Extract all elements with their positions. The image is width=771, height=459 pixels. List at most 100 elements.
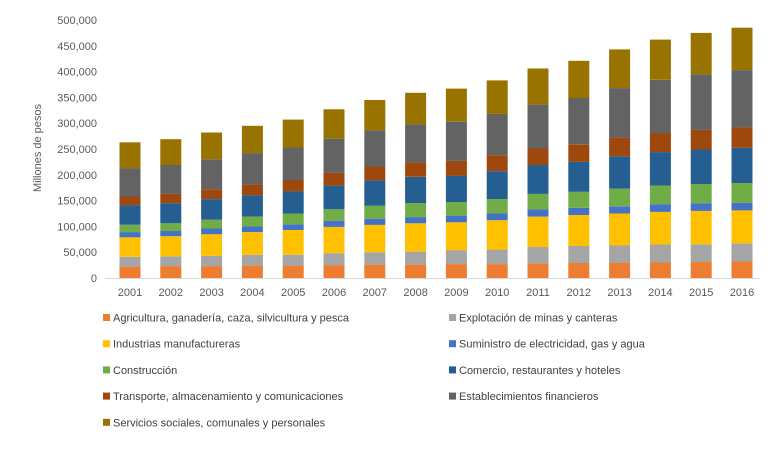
bar-segment-2007-s7 [364,166,386,181]
bar-stack-2004 [241,125,263,278]
bar-segment-2006-s5 [323,209,345,221]
x-tick-label: 2016 [730,287,754,299]
bar-segment-2006-s8 [323,138,345,173]
bar-segment-2011-s8 [527,104,549,149]
x-tick-label: 2011 [526,287,550,299]
legend-item: Construcción [103,365,177,377]
bar-segment-2013-s3 [609,213,631,246]
bar-segment-2005-s2 [282,254,304,266]
legend-label: Suministro de electricidad, gas y agua [459,339,646,351]
bar-segment-2009-s7 [445,160,467,176]
legend-swatch [103,366,110,374]
bar-segment-2006-s7 [323,172,345,186]
bar-segment-2006-s4 [323,220,345,227]
bar-segment-2008-s2 [405,251,427,265]
bar-segment-2009-s1 [445,264,467,278]
bar-segment-2001-s7 [119,196,141,206]
bar-segment-2002-s6 [160,203,182,224]
bar-segment-2007-s3 [364,224,386,253]
bar-segment-2010-s8 [486,113,508,156]
bar-segment-2009-s3 [445,222,467,251]
bar-segment-2016-s8 [731,70,753,128]
bar-segment-2007-s6 [364,180,386,206]
bars [119,27,753,278]
bar-segment-2001-s3 [119,237,141,257]
bar-segment-2005-s4 [282,224,304,230]
bar-segment-2010-s2 [486,249,508,264]
bar-segment-2004-s1 [241,265,263,278]
bar-segment-2014-s5 [649,185,671,205]
bar-segment-2011-s4 [527,209,549,217]
legend-item: Agricultura, ganadería, caza, silvicultu… [103,313,350,325]
bar-segment-2003-s6 [201,199,223,220]
bar-segment-2013-s8 [609,88,631,138]
bar-segment-2016-s9 [731,27,753,70]
bar-segment-2011-s6 [527,165,549,194]
bar-segment-2013-s5 [609,188,631,207]
bar-segment-2004-s5 [241,216,263,227]
x-tick-label: 2007 [363,287,387,299]
bar-segment-2010-s9 [486,80,508,114]
legend-item: Comercio, restaurantes y hoteles [449,365,621,377]
bar-segment-2003-s1 [201,266,223,278]
bar-segment-2013-s7 [609,137,631,157]
bar-segment-2011-s7 [527,148,549,165]
bar-stack-2014 [649,39,671,278]
legend-item: Explotación de minas y canteras [449,313,618,325]
bar-segment-2008-s9 [405,92,427,125]
bar-segment-2013-s4 [609,206,631,214]
x-tick-label: 2015 [689,287,713,299]
bar-segment-2006-s9 [323,109,345,139]
legend-label: Servicios sociales, comunales y personal… [113,417,326,429]
bar-segment-2011-s2 [527,247,549,264]
bar-stack-2009 [445,88,467,278]
bar-segment-2002-s2 [160,256,182,267]
bar-segment-2004-s8 [241,153,263,185]
bar-segment-2012-s5 [568,191,590,208]
bar-segment-2007-s5 [364,205,386,219]
bar-segment-2005-s7 [282,180,304,192]
bar-segment-2016-s2 [731,243,753,262]
y-tick-label: 350,000 [57,92,97,104]
legend-label: Transporte, almacenamiento y comunicacio… [113,391,344,403]
x-tick-label: 2003 [199,287,223,299]
bar-segment-2016-s6 [731,148,753,184]
bar-segment-2001-s9 [119,142,141,169]
bar-segment-2011-s9 [527,68,549,105]
bar-stack-2010 [486,80,508,278]
bar-segment-2001-s2 [119,256,141,267]
bar-segment-2015-s3 [690,210,712,245]
bar-segment-2009-s9 [445,88,467,122]
bar-stack-2016 [731,27,753,278]
bar-segment-2003-s7 [201,189,223,199]
x-tick-label: 2002 [159,287,183,299]
x-axis-ticks: 2001 2002 2003 2004 2005 2006 2007 2008 2009 2010… [118,287,754,299]
legend-item: Transporte, almacenamiento y comunicacio… [103,391,344,403]
bar-segment-2004-s3 [241,232,263,255]
bar-segment-2007-s2 [364,252,386,265]
x-tick-label: 2001 [118,287,142,299]
bar-segment-2012-s7 [568,144,590,162]
bar-segment-2007-s9 [364,100,386,131]
bar-segment-2002-s3 [160,236,182,257]
bar-segment-2016-s4 [731,202,753,211]
y-tick-label: 400,000 [57,67,97,79]
bar-segment-2008-s3 [405,223,427,252]
bar-segment-2014-s2 [649,244,671,263]
bar-segment-2014-s9 [649,39,671,80]
legend-item: Suministro de electricidad, gas y agua [449,339,646,351]
y-tick-label: 300,000 [57,118,97,130]
bar-segment-2010-s5 [486,199,508,214]
bar-segment-2010-s7 [486,155,508,172]
bar-segment-2012-s2 [568,246,590,263]
bar-segment-2005-s6 [282,191,304,214]
bar-segment-2005-s8 [282,147,304,180]
bar-segment-2009-s6 [445,175,467,203]
bar-segment-2011-s5 [527,193,549,210]
legend-swatch [103,392,110,400]
y-tick-label: 0 [91,273,97,285]
bar-segment-2004-s7 [241,184,263,196]
bar-segment-2004-s9 [241,125,263,154]
bar-segment-2002-s4 [160,231,182,237]
